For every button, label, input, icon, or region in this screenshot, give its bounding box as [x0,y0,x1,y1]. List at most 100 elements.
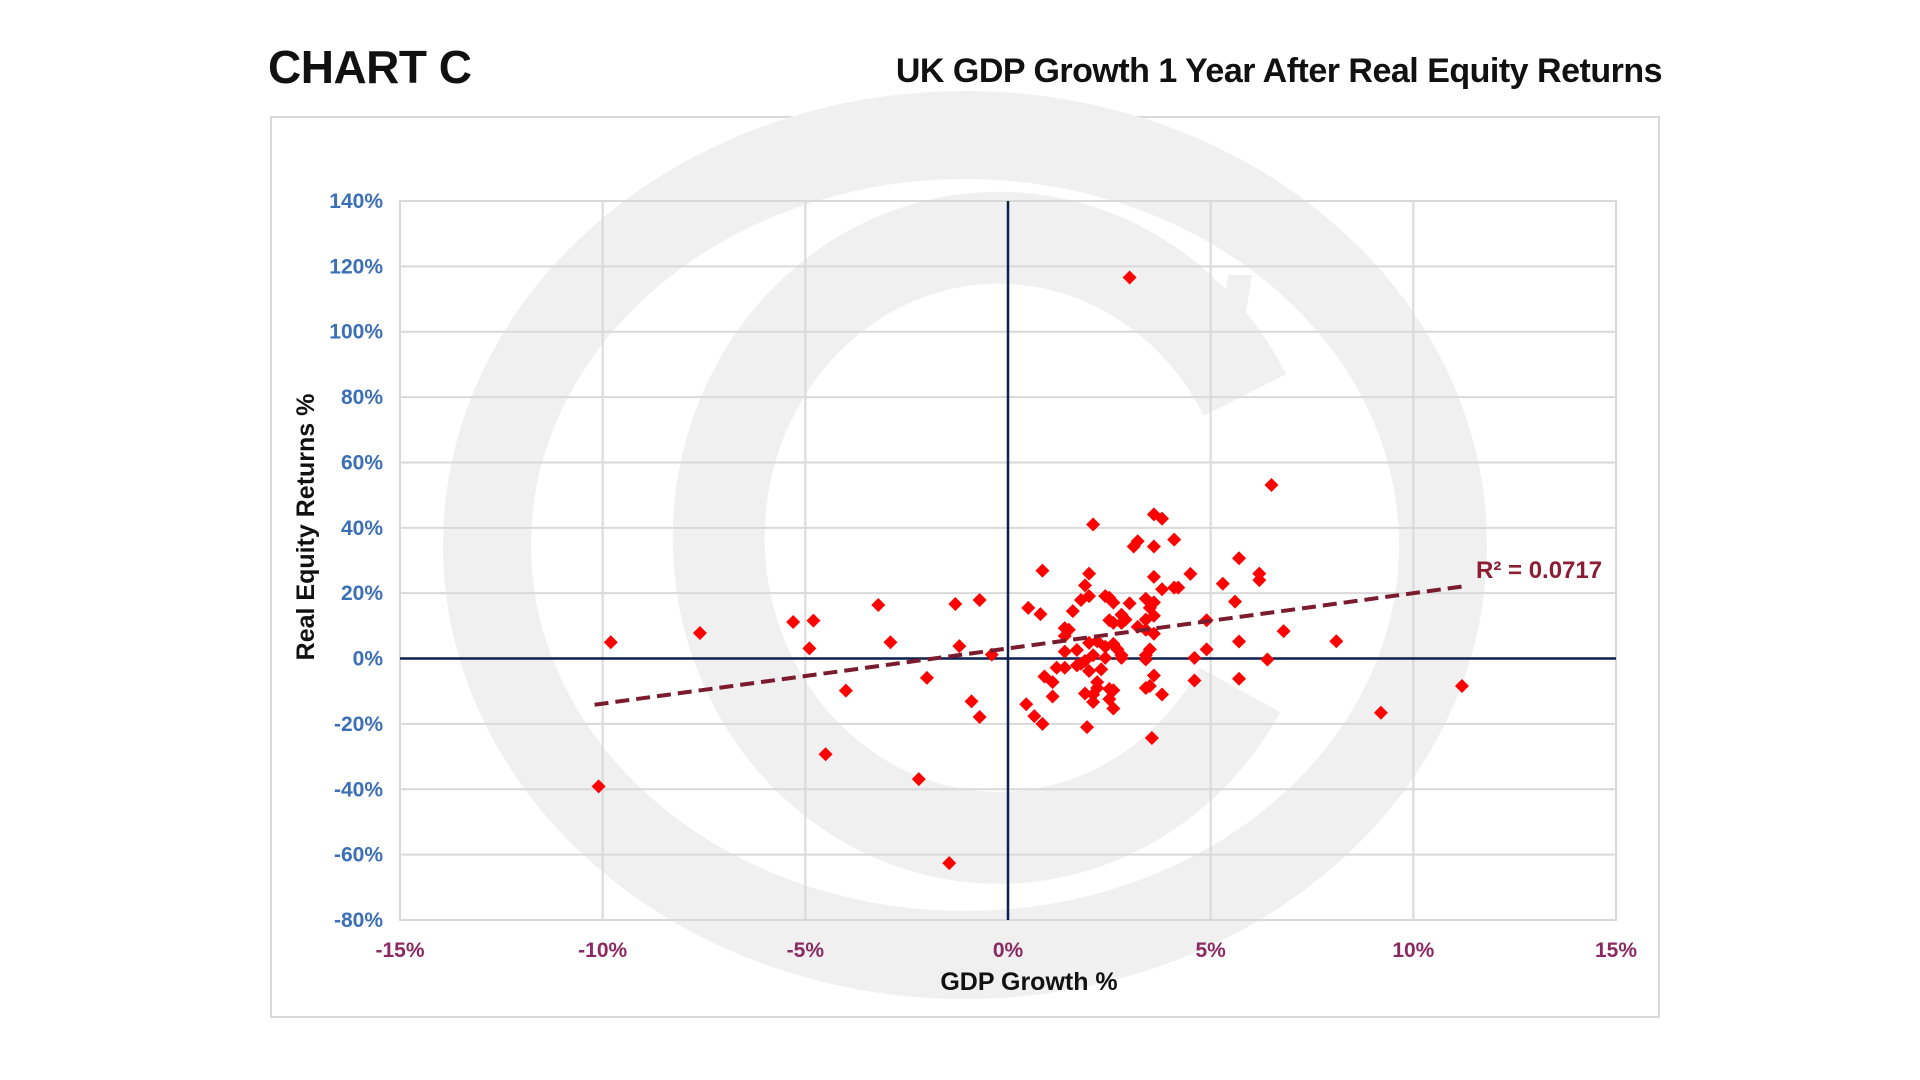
data-point [1106,595,1121,610]
x-tick-label: -10% [578,939,627,962]
data-point [1187,673,1202,688]
data-point [919,670,934,685]
data-point [1086,687,1101,702]
data-point [1146,539,1161,554]
y-tick-label: -60% [334,844,383,867]
x-tick-label: 10% [1392,939,1434,962]
y-tick-label: 140% [329,190,383,213]
data-point [1078,686,1093,701]
y-tick-label: -80% [334,909,383,932]
data-point [838,683,853,698]
chart-label: CHART C [268,41,472,93]
data-point [1155,687,1170,702]
data-point [603,635,618,650]
y-tick-label: 0% [353,648,384,671]
y-tick-label: -20% [334,713,383,736]
y-tick-label: 80% [341,386,383,409]
data-point [883,635,898,650]
r-squared-label: R² = 0.0717 [1476,557,1602,584]
data-point [1232,671,1247,686]
data-point [1215,576,1230,591]
data-point [1082,589,1097,604]
data-point [1086,695,1101,710]
data-point [818,747,833,762]
data-point [1021,600,1036,615]
data-point [1065,604,1080,619]
data-point [1144,730,1159,745]
data-point [972,593,987,608]
y-tick-label: 60% [341,451,383,474]
data-point [1232,634,1247,649]
data-point [1329,634,1344,649]
data-point [1252,573,1267,588]
data-point [1130,534,1145,549]
data-point [1146,626,1161,641]
trendline-group: R² = 0.0717 [594,557,1602,707]
data-point [1106,615,1121,630]
data-point [1019,697,1034,712]
data-point [1114,650,1129,665]
data-point [1098,650,1113,665]
y-tick-label: 20% [341,582,383,605]
data-point [1057,660,1072,675]
data-point [1078,653,1093,668]
x-tick-label: 0% [993,939,1024,962]
x-axis-title: GDP Growth % [940,968,1117,996]
x-axis-ticks: -15% -10% -5% 0% 5% 10% 15% [375,939,1637,962]
data-point [1146,668,1161,683]
data-point [1155,582,1170,597]
x-tick-label: -15% [375,939,424,962]
data-point [1276,624,1291,639]
copyright-watermark-icon [443,91,1487,999]
data-point [1122,596,1137,611]
y-tick-label: 100% [329,321,383,344]
data-point [1035,563,1050,578]
watermark-ring [443,91,1487,999]
data-point [1122,270,1137,285]
data-point [1045,675,1060,690]
x-tick-label: 5% [1195,939,1226,962]
y-tick-label: 120% [329,255,383,278]
data-point [1264,478,1279,493]
data-point [1035,716,1050,731]
data-point [1049,660,1064,675]
watermark-serif [1212,275,1252,398]
data-point [806,613,821,628]
data-point [1167,532,1182,547]
data-point [942,856,957,871]
data-point [1260,652,1275,667]
data-point [1027,709,1042,724]
data-point [1227,594,1242,609]
data-point [1146,569,1161,584]
y-tick-label: -40% [334,778,383,801]
data-point [1080,720,1095,735]
data-point [1057,644,1072,659]
data-point [972,710,987,725]
data-point [871,597,886,612]
data-point [1094,662,1109,677]
data-point [1199,642,1214,657]
data-point [1232,551,1247,566]
data-point [1142,678,1157,693]
data-point [1187,650,1202,665]
watermark-c [672,191,1287,884]
chart-title: UK GDP Growth 1 Year After Real Equity R… [895,52,1663,90]
y-axis-title: Real Equity Returns % [292,394,320,661]
data-point [964,694,979,709]
data-point [1078,578,1093,593]
data-point [1155,511,1170,526]
data-point [1045,689,1060,704]
data-point [786,614,801,629]
data-point [1086,517,1101,532]
data-point [1138,612,1153,627]
data-point [1033,607,1048,622]
data-point [1082,566,1097,581]
data-point [1171,580,1186,595]
data-point [1106,701,1121,716]
data-point [692,626,707,641]
data-point [1183,566,1198,581]
y-tick-label: 40% [341,517,383,540]
data-point [1114,615,1129,630]
data-point [802,641,817,656]
